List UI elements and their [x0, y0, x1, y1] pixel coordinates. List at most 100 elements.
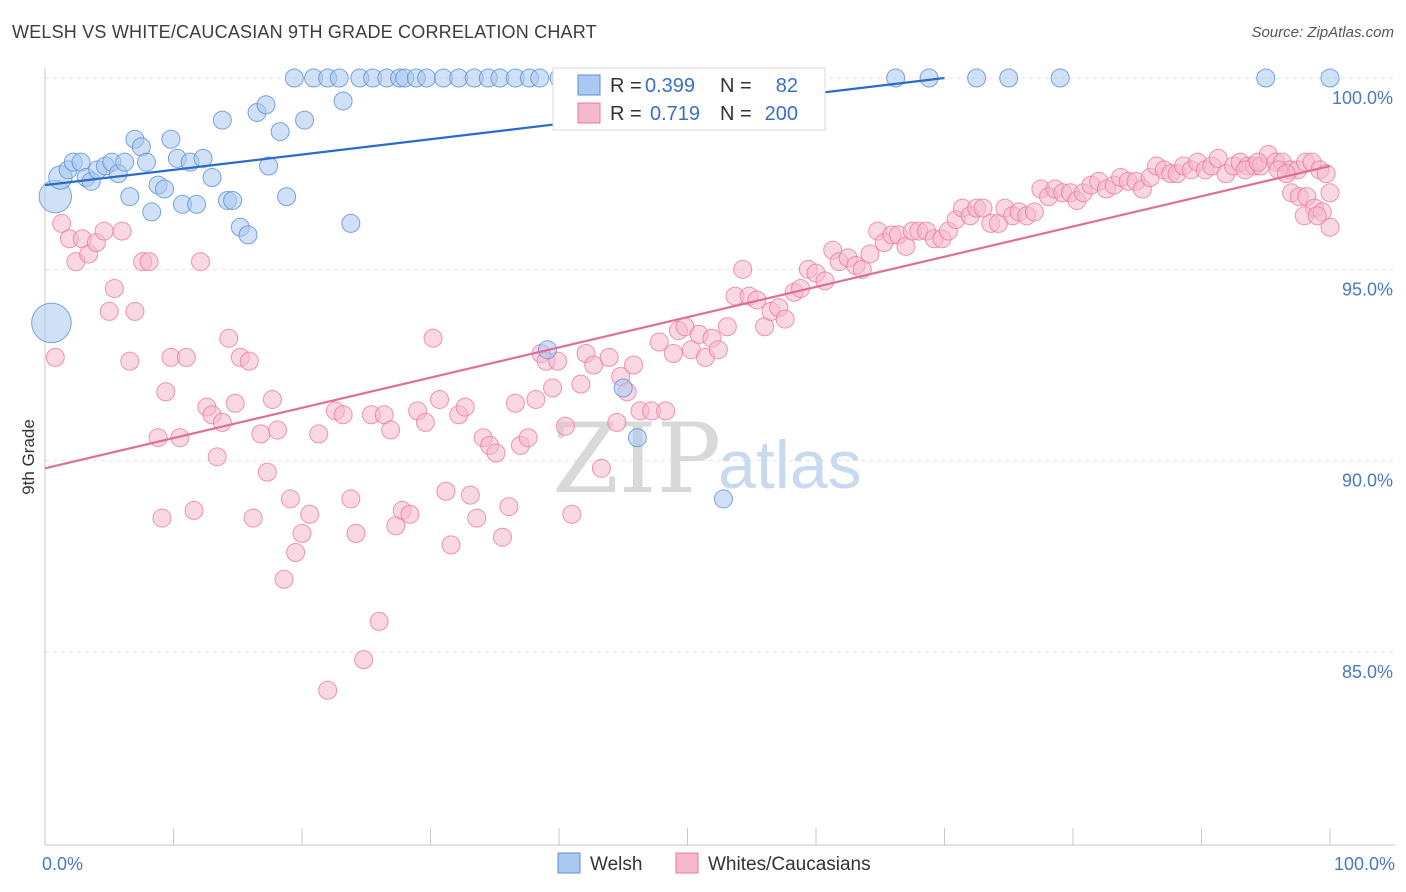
welsh-point-16 [137, 152, 157, 172]
white-point-185 [1320, 183, 1340, 203]
white-point-9 [104, 278, 124, 298]
chart-title: WELSH VS WHITE/CAUCASIAN 9TH GRADE CORRE… [12, 22, 597, 42]
white-point-79 [562, 504, 582, 524]
white-point-56 [415, 412, 435, 432]
watermark: ZIP atlas [552, 403, 862, 515]
welsh-point-42 [333, 91, 353, 111]
white-trend-line [44, 164, 1331, 470]
white-point-80 [571, 374, 591, 394]
white-point-16 [152, 508, 172, 528]
white-point-69 [499, 497, 519, 517]
white-point-14 [139, 252, 159, 272]
welsh-point-79 [1050, 68, 1070, 88]
white-point-63 [460, 485, 480, 505]
white-point-103 [733, 259, 753, 279]
white-point-197 [1276, 164, 1296, 184]
white-point-101 [717, 317, 737, 337]
white-point-32 [251, 424, 271, 444]
white-point-54 [400, 504, 420, 524]
welsh-point-13 [120, 187, 140, 207]
white-point-76 [543, 378, 563, 398]
welsh-point-37 [284, 68, 304, 88]
welsh-point-1 [31, 302, 72, 344]
white-point-17 [156, 382, 176, 402]
welsh-point-20 [161, 129, 181, 149]
white-point-37 [280, 489, 300, 509]
x-tick-labels: 0.0% 100.0% [42, 854, 1395, 874]
watermark-zip: ZIP [552, 403, 721, 515]
welsh-point-26 [202, 167, 222, 187]
welsh-n-label: N = [720, 75, 752, 97]
chart-source: Source: ZipAtlas.com [1251, 24, 1394, 41]
white-point-34 [262, 389, 282, 409]
white-point-93 [663, 344, 683, 364]
white-point-88 [624, 355, 644, 375]
white-point-62 [455, 397, 475, 417]
white-point-57 [423, 328, 443, 348]
white-point-82 [584, 355, 604, 375]
white-point-184 [1316, 164, 1336, 184]
white-point-59 [436, 481, 456, 501]
white-point-84 [599, 347, 619, 367]
white-point-45 [341, 489, 361, 509]
bottom-legend-welsh-label: Welsh [590, 854, 642, 875]
white-point-22 [190, 252, 210, 272]
white-legend-swatch [577, 102, 601, 124]
welsh-point-34 [259, 156, 279, 176]
white-point-70 [505, 393, 525, 413]
white-point-67 [486, 443, 506, 463]
white-point-60 [441, 535, 461, 555]
bottom-legend-welsh-swatch [557, 852, 581, 874]
welsh-point-31 [238, 225, 258, 245]
white-point-11 [120, 351, 140, 371]
white-point-78 [555, 416, 575, 436]
white-point-0 [45, 347, 65, 367]
y-tick-label-1: 95.0% [1342, 279, 1393, 299]
white-point-33 [257, 462, 277, 482]
white-point-31 [243, 508, 263, 528]
x-tick-label-left: 0.0% [42, 854, 83, 874]
white-point-7 [94, 221, 114, 241]
white-point-47 [354, 650, 374, 670]
bottom-legend-white-label: Whites/Caucasians [708, 854, 871, 875]
welsh-point-77 [967, 68, 987, 88]
white-point-8 [99, 301, 119, 321]
white-point-119 [852, 259, 872, 279]
welsh-point-58 [530, 68, 550, 88]
white-point-193 [1307, 206, 1327, 226]
welsh-legend-swatch [577, 74, 601, 96]
welsh-point-80 [1256, 68, 1276, 88]
white-point-195 [1248, 152, 1268, 172]
white-point-100 [708, 340, 728, 360]
white-n-value: 200 [765, 103, 798, 125]
y-tick-label-3: 85.0% [1342, 662, 1393, 682]
welsh-point-24 [187, 194, 207, 214]
white-point-58 [429, 389, 449, 409]
white-point-73 [526, 389, 546, 409]
white-point-38 [286, 543, 306, 563]
welsh-point-84 [627, 428, 647, 448]
welsh-point-50 [417, 68, 437, 88]
white-point-120 [860, 244, 880, 264]
welsh-point-78 [999, 68, 1019, 88]
white-point-51 [381, 420, 401, 440]
white-point-169 [1208, 148, 1228, 168]
white-point-41 [309, 424, 329, 444]
y-tick-label-0: 100.0% [1332, 88, 1393, 108]
white-point-12 [125, 301, 145, 321]
white-point-44 [333, 405, 353, 425]
welsh-point-81 [1320, 68, 1340, 88]
white-point-143 [1024, 202, 1044, 222]
white-point-27 [219, 328, 239, 348]
white-point-30 [239, 351, 259, 371]
welsh-point-36 [277, 187, 297, 207]
welsh-point-17 [142, 202, 162, 222]
white-point-21 [184, 500, 204, 520]
white-point-85 [607, 412, 627, 432]
welsh-point-83 [613, 378, 633, 398]
white-point-46 [346, 523, 366, 543]
y-axis-label: 9th Grade [19, 419, 38, 495]
welsh-point-43 [341, 213, 361, 233]
y-tick-labels: 100.0% 95.0% 90.0% 85.0% [1332, 88, 1393, 682]
